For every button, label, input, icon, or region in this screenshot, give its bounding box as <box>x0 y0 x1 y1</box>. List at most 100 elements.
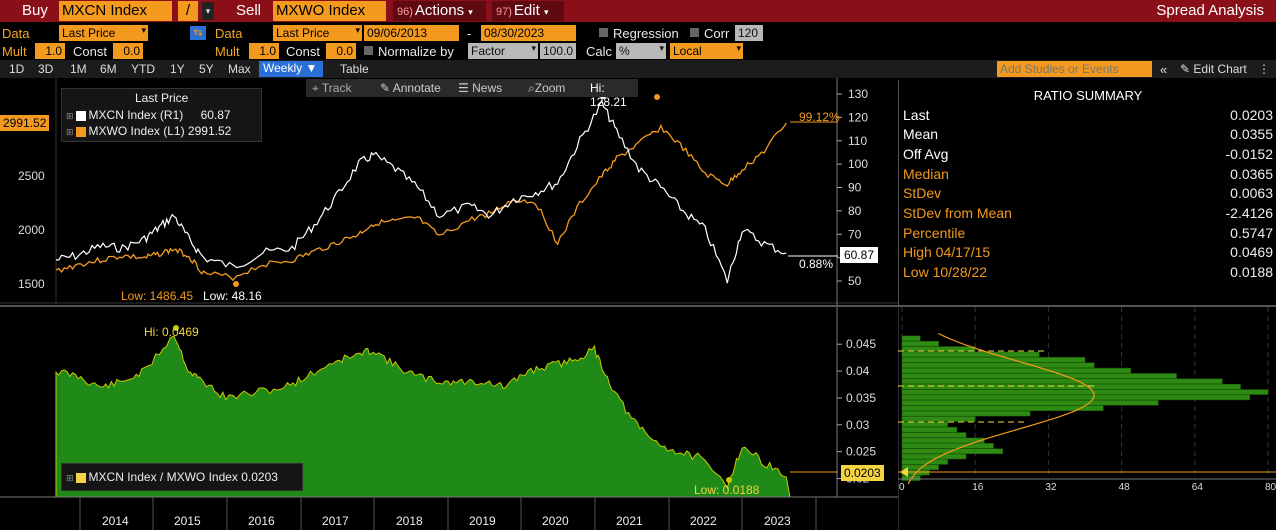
periodicity-select[interactable]: Weekly ▼ <box>259 61 323 77</box>
periodicity-caret-icon: ▼ <box>305 61 318 75</box>
summary-key: Percentile <box>903 225 966 241</box>
buy-ticker-field[interactable]: MXCN Index <box>59 1 172 21</box>
summary-key: Mean <box>903 126 939 142</box>
pane-divider[interactable] <box>0 305 1276 307</box>
operator-field[interactable]: / <box>178 1 198 21</box>
lower-tick-label: 0.04 <box>846 364 870 378</box>
normalize-checkbox[interactable] <box>364 46 373 55</box>
hist-tick-label: 32 <box>1045 482 1057 493</box>
factor-field[interactable]: 100.0 <box>540 43 576 59</box>
range-5y[interactable]: 5Y <box>199 62 214 76</box>
crosshair-icon: ⌖ <box>312 81 319 95</box>
summary-key: Median <box>903 166 949 182</box>
swap-icon[interactable]: ⇆ <box>190 26 206 40</box>
mxcn-high-label: Hi: 128.21 <box>590 81 627 109</box>
annotate-icon: ✎ <box>380 81 391 95</box>
edit-chart-button[interactable]: ✎ Edit Chart <box>1180 62 1247 76</box>
mxcn-legend-value: 60.87 <box>200 108 231 122</box>
ratio-low-marker <box>726 477 732 483</box>
right-tick-label: 130 <box>848 87 868 101</box>
calc-select[interactable]: % ▾ <box>616 43 666 59</box>
normalize-select-caret-icon: ▾ <box>531 43 536 53</box>
year-label: 2021 <box>616 514 643 528</box>
more-icon[interactable]: ⋮ <box>1258 62 1270 76</box>
operator-dropdown-icon[interactable]: ▾ <box>202 2 214 20</box>
hist-bar <box>901 362 1095 368</box>
normalize-select[interactable]: Factor ▾ <box>468 43 538 59</box>
mult-field[interactable]: 1.0 <box>35 43 65 59</box>
sell-ticker-field[interactable]: MXWO Index <box>273 1 386 21</box>
range-1y[interactable]: 1Y <box>170 62 185 76</box>
data-label: Data <box>2 26 30 41</box>
hist-bar <box>901 432 967 438</box>
actions-menu[interactable]: 96) Actions ▾ <box>393 1 486 21</box>
lower-tick-label: 0.035 <box>846 391 876 405</box>
start-date-field[interactable]: 09/06/2013 <box>364 25 459 41</box>
range-1d[interactable]: 1D <box>9 62 25 76</box>
annotate-label: Annotate <box>392 81 441 95</box>
range-6m[interactable]: 6M <box>100 62 117 76</box>
range-3d[interactable]: 3D <box>38 62 54 76</box>
year-label: 2019 <box>469 514 496 528</box>
zoom-label: Zoom <box>534 81 566 95</box>
summary-value: 0.0063 <box>1230 185 1273 201</box>
mxwo-legend-value: 2991.52 <box>187 124 232 138</box>
hist-current-marker <box>900 467 908 477</box>
end-date-field[interactable]: 08/30/2023 <box>481 25 576 41</box>
range-max[interactable]: Max <box>228 62 251 76</box>
const2-field[interactable]: 0.0 <box>326 43 356 59</box>
mxcn-swatch <box>75 110 86 121</box>
hist-bar <box>901 400 1159 406</box>
hist-bar <box>901 351 1040 358</box>
summary-row: High 04/17/15 0.0469 <box>903 244 1273 264</box>
annotate-button[interactable]: ✎ Annotate <box>380 81 441 95</box>
summary-key: StDev <box>903 185 942 201</box>
mult2-field[interactable]: 1.0 <box>249 43 279 59</box>
year-label: 2016 <box>248 514 275 528</box>
table-button[interactable]: Table <box>340 62 369 76</box>
local-select-caret-icon: ▾ <box>736 43 741 53</box>
edit-menu[interactable]: 97) Edit ▾ <box>492 1 564 21</box>
right-tick-label: 50 <box>848 274 862 288</box>
data-select[interactable]: Last Price ▾ <box>59 25 148 41</box>
range-1m[interactable]: 1M <box>70 62 87 76</box>
collapse-icon[interactable]: « <box>1160 62 1168 77</box>
const-field[interactable]: 0.0 <box>113 43 143 59</box>
zoom-icon: ⌕ <box>528 81 535 95</box>
zoom-button[interactable]: ⌕Zoom <box>528 81 565 96</box>
summary-value: 0.0469 <box>1230 244 1273 260</box>
corr-window-field[interactable]: 120 <box>735 25 763 41</box>
add-studies-input[interactable] <box>997 61 1152 77</box>
edit-label: Edit <box>513 2 540 19</box>
corr-label: Corr <box>704 26 730 41</box>
legend-item-mxwo[interactable]: ⊞ MXWO Index (L1) 2991.52 <box>66 124 231 138</box>
summary-key: Last <box>903 107 930 123</box>
year-separators <box>79 497 817 530</box>
hist-bar <box>901 410 1031 417</box>
range-bar: 1D 3D 1M 6M YTD 1Y 5Y Max Weekly ▼ Table… <box>0 60 1276 78</box>
hist-bar <box>901 346 976 352</box>
summary-row: Off Avg -0.0152 <box>903 146 1273 166</box>
corr-checkbox[interactable] <box>690 28 699 37</box>
mxcn-low-label: Low: 48.16 <box>203 289 262 303</box>
track-button[interactable]: ⌖ Track <box>312 81 351 96</box>
hist-bar <box>901 383 1241 390</box>
lower-legend[interactable]: ⊞ MXCN Index / MXWO Index 0.0203 <box>61 463 303 491</box>
lower-tick-label: 0.03 <box>846 418 870 432</box>
hist-bar <box>901 394 1250 401</box>
news-button[interactable]: ☰ News <box>458 81 502 95</box>
regression-checkbox[interactable] <box>599 28 608 37</box>
range-ytd[interactable]: YTD <box>131 62 155 76</box>
const2-label: Const <box>286 44 320 59</box>
lower-tick-label: 0.045 <box>846 337 876 351</box>
hist-bar <box>901 443 994 449</box>
hist-bar <box>901 426 958 433</box>
news-icon: ☰ <box>458 81 469 95</box>
settings-row-2: Mult 1.0 Const 0.0 Mult 1.0 Const 0.0 No… <box>0 42 1276 60</box>
orange-pct-label: 99.12% <box>799 110 840 124</box>
actions-caret-icon: ▾ <box>468 7 473 17</box>
legend-item-mxcn[interactable]: ⊞ MXCN Index (R1) 60.87 <box>66 108 231 122</box>
local-select[interactable]: Local ▾ <box>670 43 743 59</box>
data2-select[interactable]: Last Price ▾ <box>273 25 362 41</box>
